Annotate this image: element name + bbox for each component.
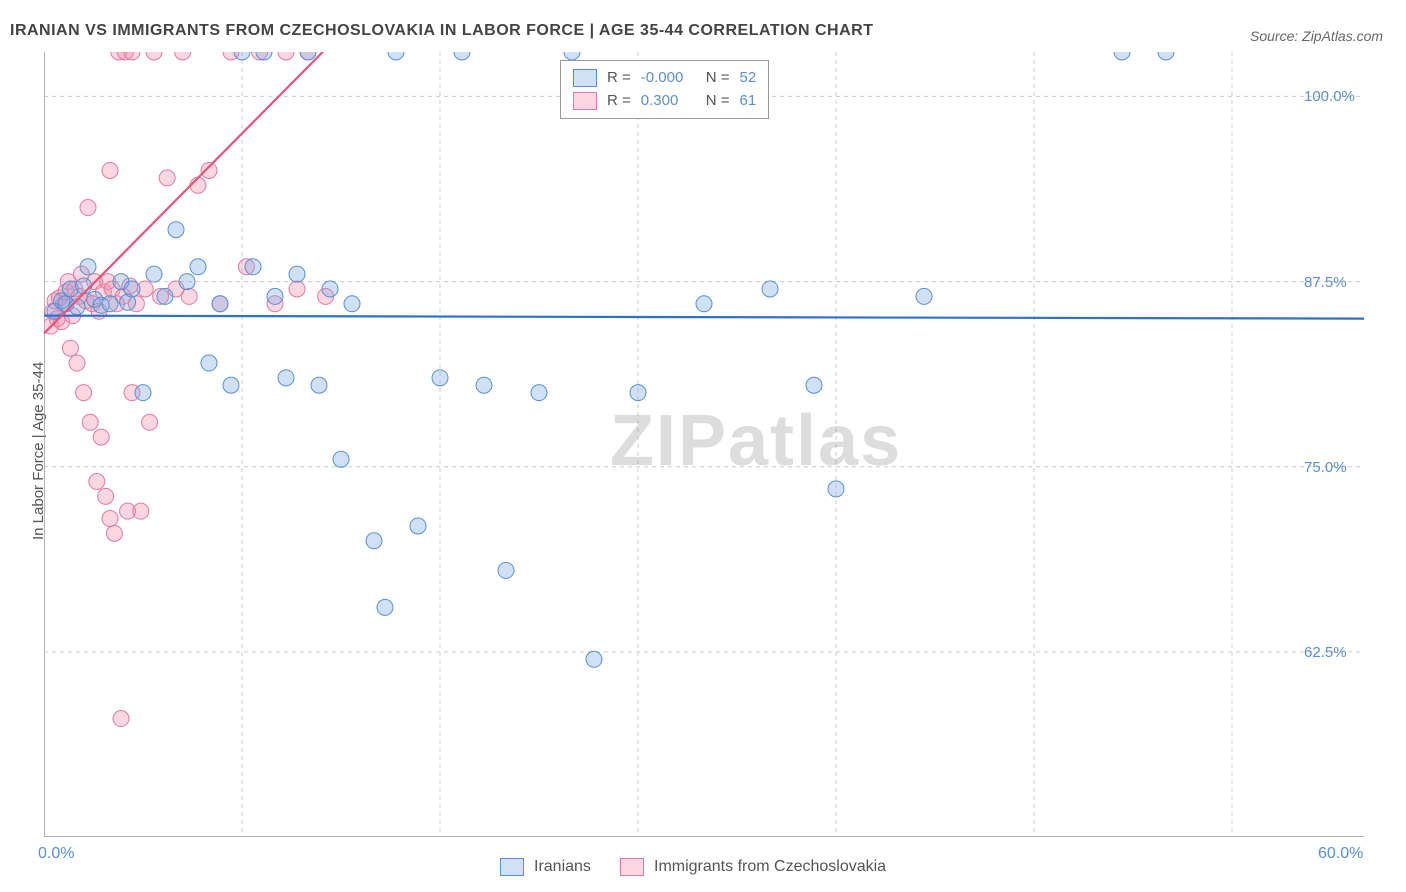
source-attribution: Source: ZipAtlas.com [1250, 28, 1383, 44]
chart-title: IRANIAN VS IMMIGRANTS FROM CZECHOSLOVAKI… [10, 22, 874, 40]
legend-swatch [573, 69, 597, 87]
y-tick-label: 87.5% [1304, 274, 1347, 291]
stat-legend: R =-0.000N =52R =0.300N =61 [560, 60, 769, 119]
x-tick-label: 60.0% [1318, 845, 1363, 863]
y-tick-label: 62.5% [1304, 644, 1347, 661]
legend-swatch [573, 92, 597, 110]
bottom-legend-item: Immigrants from Czechoslovakia [620, 858, 886, 876]
y-tick-label: 100.0% [1304, 88, 1355, 105]
correlation-chart [44, 52, 1364, 837]
legend-swatch [620, 858, 644, 876]
bottom-legend-item: Iranians [500, 858, 591, 876]
y-tick-label: 75.0% [1304, 459, 1347, 476]
legend-label: Immigrants from Czechoslovakia [654, 858, 886, 876]
x-tick-label: 0.0% [38, 845, 74, 863]
legend-swatch [500, 858, 524, 876]
stat-legend-row: R =-0.000N =52 [573, 67, 756, 90]
legend-label: Iranians [534, 858, 591, 876]
stat-legend-row: R =0.300N =61 [573, 90, 756, 113]
